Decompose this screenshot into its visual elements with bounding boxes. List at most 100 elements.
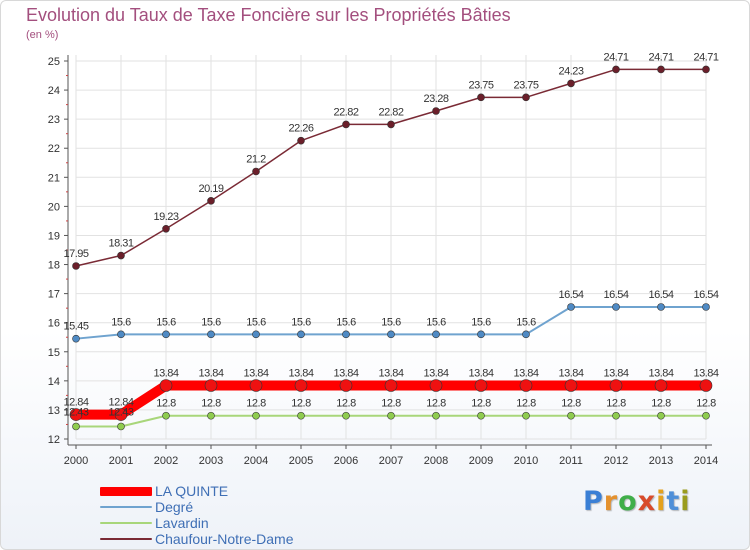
logo-letter: i — [656, 486, 667, 517]
data-label: 23.75 — [468, 79, 493, 91]
x-tick-label: 2002 — [154, 455, 178, 467]
data-point — [429, 379, 443, 392]
data-point — [567, 79, 575, 88]
y-tick-label: 13 — [48, 405, 60, 417]
data-point — [702, 65, 710, 74]
data-label: 24.23 — [558, 65, 583, 77]
data-point — [204, 379, 218, 392]
data-label: 12.8 — [336, 398, 356, 410]
legend-label: Degré — [155, 499, 194, 515]
data-point — [72, 422, 80, 431]
data-label: 22.26 — [288, 123, 313, 135]
x-tick-label: 2004 — [244, 455, 268, 467]
data-point — [564, 379, 578, 392]
x-tick-label: 2007 — [379, 455, 403, 467]
data-point — [612, 411, 620, 420]
data-label: 13.84 — [558, 367, 583, 379]
data-label: 12.8 — [471, 398, 491, 410]
data-label: 21.2 — [246, 153, 266, 165]
data-label: 12.8 — [246, 398, 266, 410]
gridlines — [75, 55, 707, 440]
data-point — [249, 379, 263, 392]
unit-label: (en %) — [26, 29, 59, 41]
legend-label: LA QUINTE — [155, 483, 229, 499]
y-tick-label: 17 — [48, 289, 60, 301]
x-tick-label: 2003 — [199, 455, 223, 467]
data-point — [474, 379, 488, 392]
logo-letter: r — [603, 486, 619, 517]
data-point — [432, 330, 440, 339]
data-point — [522, 411, 530, 420]
data-label: 15.6 — [201, 316, 221, 328]
x-tick-label: 2014 — [694, 455, 718, 467]
data-point — [387, 120, 395, 129]
x-tick-label: 2006 — [334, 455, 358, 467]
data-label: 12.8 — [156, 398, 176, 410]
data-point — [702, 303, 710, 311]
data-point — [252, 167, 260, 176]
data-point — [297, 136, 305, 145]
x-tick-label: 2010 — [514, 455, 538, 467]
data-label: 22.82 — [378, 106, 403, 118]
data-label: 12.8 — [291, 398, 311, 410]
data-point — [342, 120, 350, 129]
data-label: 12.84 — [63, 397, 88, 409]
data-point — [207, 197, 215, 205]
data-label: 15.6 — [336, 316, 356, 328]
data-point — [384, 379, 398, 392]
data-label: 24.71 — [603, 51, 628, 63]
data-label: 18.31 — [108, 238, 133, 250]
data-label: 13.84 — [603, 367, 628, 379]
data-label: 12.43 — [63, 406, 88, 418]
data-label: 20.19 — [198, 183, 223, 195]
data-label: 12.8 — [606, 398, 626, 410]
data-label: 19.23 — [153, 211, 178, 223]
data-label: 13.84 — [693, 367, 718, 379]
data-label: 24.71 — [648, 51, 673, 63]
legend-swatch — [100, 538, 152, 540]
data-label: 15.6 — [111, 316, 131, 328]
y-tick-label: 25 — [48, 56, 60, 68]
data-label: 13.84 — [198, 367, 223, 379]
data-label: 23.75 — [513, 79, 538, 91]
data-point — [72, 334, 80, 343]
data-point — [117, 330, 125, 339]
y-tick-label: 15 — [48, 347, 60, 359]
y-tick-label: 20 — [48, 201, 60, 213]
data-point — [477, 93, 485, 102]
data-label: 16.54 — [648, 289, 673, 301]
data-point — [432, 411, 440, 420]
logo-letter: P — [583, 486, 604, 517]
legend-label: Lavardin — [155, 515, 209, 531]
data-point — [342, 411, 350, 420]
data-point — [69, 408, 83, 421]
data-label: 15.6 — [516, 316, 536, 328]
data-point — [432, 107, 440, 115]
logo-letter: x — [637, 486, 657, 517]
logo-letter: o — [618, 486, 638, 517]
data-label: 15.6 — [291, 316, 311, 328]
data-label: 12.8 — [696, 398, 716, 410]
data-point — [114, 408, 128, 421]
legend-swatch — [100, 522, 152, 524]
y-tick-label: 18 — [48, 260, 60, 272]
legend: LA QUINTE Degré Lavardin Chaufour-Notre-Dam… — [100, 483, 380, 547]
data-label: 15.6 — [156, 316, 176, 328]
data-label: 17.95 — [63, 248, 88, 260]
data-point — [522, 330, 530, 339]
data-label: 12.8 — [561, 398, 581, 410]
data-label: 12.8 — [381, 398, 401, 410]
data-label: 16.54 — [693, 289, 718, 301]
data-label: 13.84 — [378, 367, 403, 379]
x-tick-label: 2000 — [64, 455, 88, 467]
data-point — [612, 303, 620, 311]
data-point — [477, 411, 485, 420]
data-label: 15.45 — [63, 321, 88, 333]
y-tick-label: 16 — [48, 318, 60, 330]
data-point — [297, 330, 305, 339]
y-tick-label: 24 — [48, 85, 60, 97]
x-tick-label: 2012 — [604, 455, 628, 467]
data-point — [252, 411, 260, 420]
data-point — [207, 330, 215, 339]
